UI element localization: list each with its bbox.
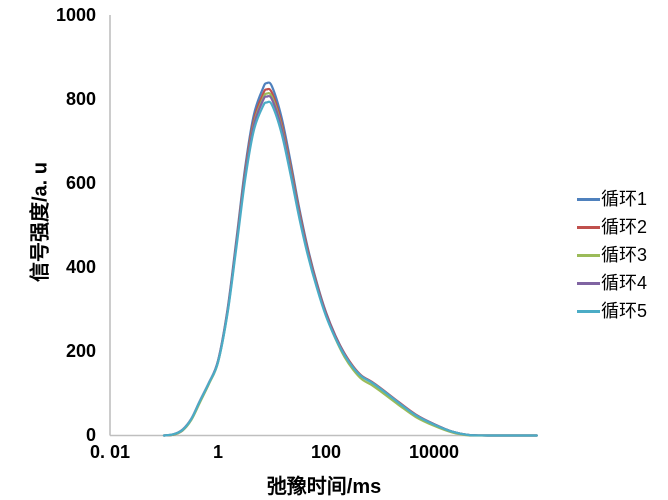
series-line-3: [162, 92, 538, 437]
legend-item-2: 循环2: [577, 213, 647, 241]
legend-swatch-series-1: [577, 197, 600, 201]
x-tick-label-10000: 10000: [408, 442, 460, 462]
x-tick-label-0-01: 0. 01: [89, 442, 131, 462]
legend-item-4: 循环4: [577, 269, 647, 297]
y-axis-title: 信号强度/a. u: [29, 161, 52, 283]
legend-swatch-series-4: [577, 281, 600, 285]
legend-item-5: 循环5: [577, 297, 647, 325]
x-tick-label-1: 1: [212, 442, 223, 462]
legend: 循环1 循环2 循环3 循环4 循环5: [577, 185, 647, 325]
legend-swatch-series-5: [577, 309, 600, 313]
legend-item-3: 循环3: [577, 241, 647, 269]
series-line-1: [162, 81, 538, 437]
series-line-4: [162, 94, 538, 437]
y-tick-label-1000: 1000: [55, 5, 96, 25]
series-line-2: [162, 87, 538, 437]
legend-label-series-4: 循环4: [601, 273, 648, 293]
y-tick-label-800: 800: [65, 89, 96, 109]
axis-lines: [109, 15, 537, 437]
x-tick-label-100: 100: [310, 442, 342, 462]
legend-swatch-series-2: [577, 225, 600, 229]
legend-label-series-3: 循环3: [601, 245, 648, 265]
y-tick-label-400: 400: [65, 257, 96, 277]
legend-swatch-series-3: [577, 253, 600, 257]
y-tick-label-0: 0: [85, 425, 96, 445]
legend-label-series-2: 循环2: [601, 217, 648, 237]
series-line-5: [162, 100, 538, 437]
legend-label-series-5: 循环5: [601, 301, 648, 321]
y-tick-label-200: 200: [65, 341, 96, 361]
legend-item-1: 循环1: [577, 185, 647, 213]
legend-label-series-1: 循环1: [601, 189, 648, 209]
x-axis-title: 弛豫时间/ms: [266, 476, 382, 498]
y-tick-label-600: 600: [65, 173, 96, 193]
